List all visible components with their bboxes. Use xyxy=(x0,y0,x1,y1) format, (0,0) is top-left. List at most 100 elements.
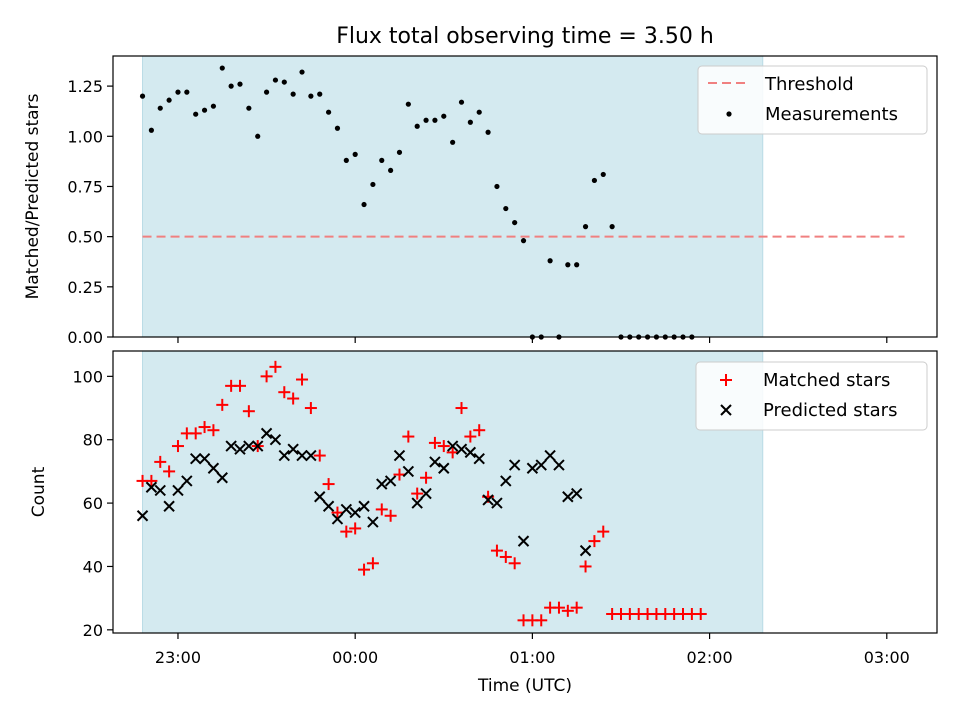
predicted-star-point xyxy=(296,449,308,462)
matched-star-point xyxy=(340,525,353,538)
count-y-axis-label: Count xyxy=(29,466,49,517)
count-x-tick-label: 00:00 xyxy=(332,648,378,667)
matched-star-point xyxy=(260,370,273,383)
measurement-point xyxy=(148,127,154,133)
predicted-star-point xyxy=(172,484,184,497)
predicted-star-point xyxy=(464,446,477,459)
measurement-point xyxy=(565,262,571,268)
measurement-point xyxy=(520,238,527,244)
measurement-point xyxy=(201,107,208,113)
predicted-star-point xyxy=(322,500,335,512)
ratio-legend-box xyxy=(697,65,928,135)
measurement-point xyxy=(343,157,349,163)
matched-star-point xyxy=(171,440,184,453)
matched-star-point xyxy=(464,430,477,443)
measurement-point xyxy=(379,157,385,163)
measurement-point xyxy=(299,69,305,75)
predicted-star-point xyxy=(305,449,317,462)
measurement-point xyxy=(139,93,146,99)
measurement-point xyxy=(388,167,394,174)
measurement-point xyxy=(228,83,234,89)
matched-star-point xyxy=(490,544,503,557)
matched-star-point xyxy=(561,604,574,617)
predicted-star-point xyxy=(446,440,459,452)
measurement-point xyxy=(361,201,367,208)
matched-star-point xyxy=(694,607,707,620)
matched-star-point xyxy=(552,601,565,614)
ratio-legend: Threshold Measurements xyxy=(697,65,928,135)
count-y-tick-label: 40 xyxy=(83,557,103,576)
predicted-star-point xyxy=(163,500,175,512)
matched-star-point xyxy=(358,563,371,576)
predicted-star-point xyxy=(207,462,220,474)
legend-matched-label: Matched stars xyxy=(763,370,890,391)
matched-star-point xyxy=(207,424,220,437)
count-legend: Matched stars Predicted stars xyxy=(695,361,928,431)
measurement-point xyxy=(193,111,199,117)
measurement-point xyxy=(582,224,589,230)
predicted-star-point xyxy=(331,513,344,525)
legend-predicted-label: Predicted stars xyxy=(763,400,897,421)
count-plot-frame xyxy=(112,350,938,634)
predicted-star-point xyxy=(473,453,485,465)
measurement-point xyxy=(458,99,465,105)
predicted-star-point xyxy=(243,440,255,452)
predicted-star-point xyxy=(358,500,370,512)
matched-star-point xyxy=(269,360,282,373)
matched-star-point xyxy=(278,386,291,399)
matched-star-point xyxy=(331,506,344,519)
matched-star-point xyxy=(402,430,415,443)
predicted-star-point xyxy=(314,491,326,503)
measurement-point xyxy=(370,181,376,188)
predicted-star-point xyxy=(260,427,273,440)
matched-star-point xyxy=(163,465,176,478)
legend-predicted-swatch xyxy=(720,404,732,416)
measurement-point xyxy=(423,117,429,123)
matched-star-point xyxy=(375,503,388,516)
count-y-tick-label: 60 xyxy=(83,494,103,513)
ratio-y-tick-label: 0.00 xyxy=(67,328,103,347)
predicted-star-point xyxy=(579,544,592,557)
matched-star-point xyxy=(233,379,246,392)
predicted-star-point xyxy=(455,443,468,455)
count-x-tick-label: 03:00 xyxy=(864,648,910,667)
predicted-star-point xyxy=(508,459,521,471)
matched-star-point xyxy=(304,402,317,415)
predicted-star-point xyxy=(189,453,202,465)
measurement-point xyxy=(246,105,252,111)
predicted-star-point xyxy=(482,494,494,506)
predicted-star-point xyxy=(411,497,423,509)
measurement-point xyxy=(432,117,438,123)
measurement-point xyxy=(308,93,314,99)
ratio-y-axis-label: Matched/Predicted stars xyxy=(23,93,43,299)
measurement-point xyxy=(441,113,447,119)
predicted-star-point xyxy=(349,506,361,519)
measurement-point xyxy=(157,105,163,111)
measurement-point xyxy=(609,224,615,230)
legend-measurements-label: Measurements xyxy=(765,104,898,125)
predicted-star-point xyxy=(216,472,228,484)
predicted-star-point xyxy=(429,456,441,468)
legend-measurements-swatch xyxy=(726,111,732,117)
count-x-tick-label: 23:00 xyxy=(155,648,201,667)
matched-star-point xyxy=(322,478,335,491)
matched-star-point xyxy=(437,440,450,453)
measurement-point xyxy=(219,65,225,71)
count-y-tick-label: 20 xyxy=(83,621,103,640)
matched-star-point xyxy=(508,557,521,570)
predicted-star-point xyxy=(517,535,530,547)
measurement-point xyxy=(405,101,411,107)
measurement-point xyxy=(547,258,553,264)
predicted-star-point xyxy=(544,449,556,462)
chart-title: Flux total observing time = 3.50 h xyxy=(336,24,714,49)
measurement-point xyxy=(263,89,270,95)
measurement-point xyxy=(237,81,243,87)
matched-star-point xyxy=(420,471,433,484)
measurement-point xyxy=(317,91,323,97)
count-y-tick-label: 80 xyxy=(83,431,103,450)
matched-star-point xyxy=(393,468,406,481)
matched-star-point xyxy=(216,398,229,411)
measurement-point xyxy=(352,151,358,157)
matched-star-point xyxy=(349,522,362,535)
matched-star-point xyxy=(384,509,397,522)
